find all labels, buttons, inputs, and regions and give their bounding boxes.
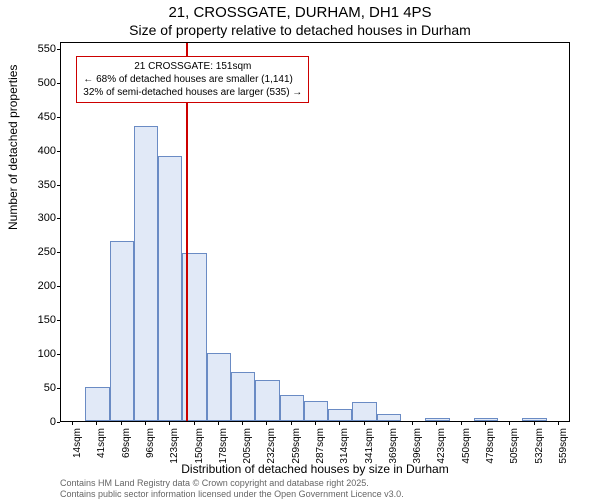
attribution-line-2: Contains public sector information licen… xyxy=(60,489,404,499)
annotation-line: ← 68% of detached houses are smaller (1,… xyxy=(83,73,302,86)
histogram-bar xyxy=(304,401,328,421)
histogram-bar xyxy=(231,372,255,421)
chart-title: 21, CROSSGATE, DURHAM, DH1 4PS xyxy=(0,4,600,21)
x-axis-label: Distribution of detached houses by size … xyxy=(60,462,570,476)
histogram-bar xyxy=(522,418,546,421)
y-tick-label: 500 xyxy=(38,77,56,89)
y-tick-label: 0 xyxy=(50,416,56,428)
chart-subtitle: Size of property relative to detached ho… xyxy=(0,22,600,38)
histogram-bar xyxy=(134,126,158,421)
histogram-chart: 21, CROSSGATE, DURHAM, DH1 4PS Size of p… xyxy=(0,0,600,500)
y-tick-label: 50 xyxy=(44,382,56,394)
annotation-line: 32% of semi-detached houses are larger (… xyxy=(83,86,302,99)
histogram-bar xyxy=(474,418,498,421)
histogram-bar xyxy=(207,353,231,421)
y-tick-label: 150 xyxy=(38,314,56,326)
y-tick-label: 100 xyxy=(38,348,56,360)
annotation-box: 21 CROSSGATE: 151sqm← 68% of detached ho… xyxy=(76,56,309,103)
histogram-bar xyxy=(85,387,109,421)
histogram-bar xyxy=(110,241,134,421)
histogram-bar xyxy=(280,395,304,421)
histogram-bar xyxy=(328,409,352,421)
annotation-line: 21 CROSSGATE: 151sqm xyxy=(83,60,302,73)
y-axis-label: Number of detached properties xyxy=(6,65,20,230)
y-tick-label: 200 xyxy=(38,280,56,292)
y-tick-label: 550 xyxy=(38,43,56,55)
plot-area: 21 CROSSGATE: 151sqm← 68% of detached ho… xyxy=(60,42,570,422)
histogram-bar xyxy=(255,380,279,421)
histogram-bar xyxy=(352,402,376,421)
y-tick-label: 250 xyxy=(38,246,56,258)
y-tick-label: 400 xyxy=(38,145,56,157)
histogram-bar xyxy=(158,156,182,421)
attribution-line-1: Contains HM Land Registry data © Crown c… xyxy=(60,478,369,488)
y-tick-label: 350 xyxy=(38,179,56,191)
histogram-bar xyxy=(425,418,449,421)
y-tick-label: 450 xyxy=(38,111,56,123)
histogram-bar xyxy=(377,414,401,421)
y-tick-label: 300 xyxy=(38,212,56,224)
